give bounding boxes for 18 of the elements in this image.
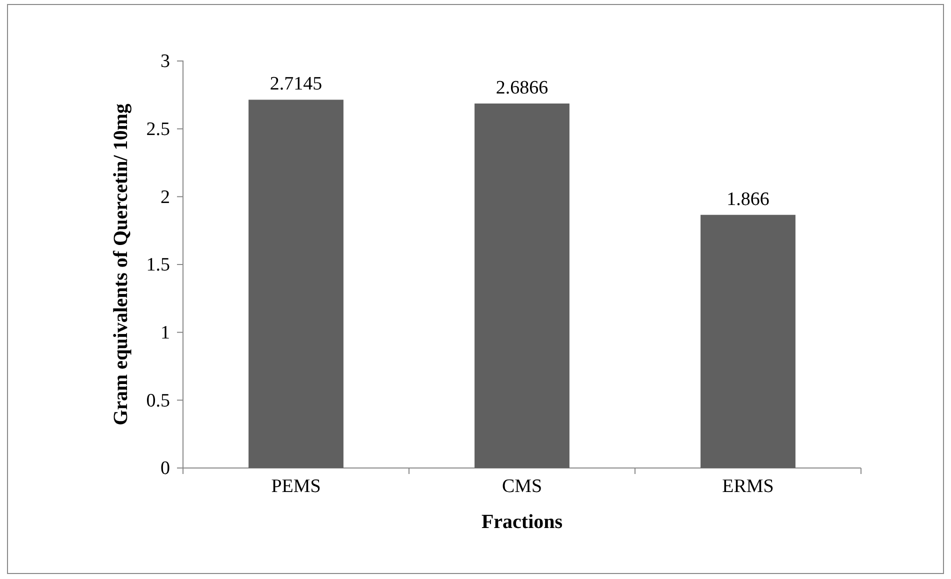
bar [248, 100, 344, 468]
y-tick-label: 1 [160, 322, 170, 344]
x-tick-label: PEMS [271, 476, 321, 497]
bar [700, 214, 796, 468]
y-tick-label: 2.5 [146, 118, 170, 140]
x-tick-label: CMS [502, 476, 542, 497]
y-axis-title: Gram equivalents of Quercetin/ 10mg [110, 104, 132, 426]
data-label: 1.866 [726, 188, 770, 210]
y-tick-label: 0 [160, 458, 170, 480]
x-tick-label: ERMS [722, 476, 774, 497]
y-tick-label: 3 [160, 51, 170, 72]
bar [474, 104, 570, 468]
x-axis-title: Fractions [481, 511, 563, 533]
data-label: 2.7145 [270, 74, 322, 95]
y-tick-label: 1.5 [146, 254, 170, 276]
data-label: 2.6866 [496, 78, 548, 99]
y-tick-label: 0.5 [146, 390, 170, 412]
y-tick-label: 2 [160, 186, 170, 208]
